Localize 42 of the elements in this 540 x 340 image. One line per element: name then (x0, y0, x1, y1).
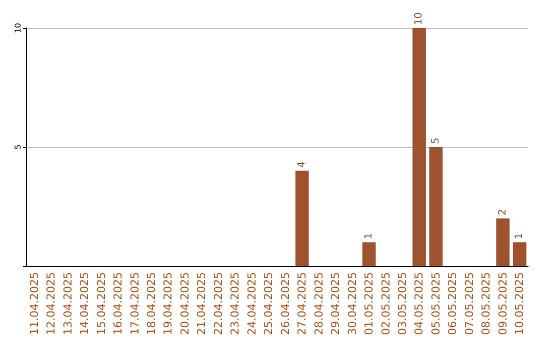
x-tick-label: 22.04.2025 (212, 272, 225, 336)
x-tick-label: 21.04.2025 (195, 272, 208, 336)
data-label: 1 (364, 232, 375, 240)
x-tick-label: 30.04.2025 (346, 272, 359, 336)
x-tick-label: 13.04.2025 (61, 272, 74, 336)
bar (496, 218, 510, 266)
x-tick-label: 04.05.2025 (412, 272, 426, 336)
x-tick-label: 19.04.2025 (162, 272, 175, 336)
x-tick-label: 25.04.2025 (262, 272, 276, 336)
data-label: 10 (414, 12, 425, 25)
x-tick-label: 17.04.2025 (128, 272, 142, 336)
x-tick-label: 16.04.2025 (112, 272, 125, 336)
x-tick-label: 12.04.2025 (44, 272, 58, 336)
x-tick-label: 15.04.2025 (94, 272, 108, 336)
bar (412, 28, 426, 266)
x-tick-label: 14.04.2025 (78, 272, 92, 336)
data-label: 1 (514, 232, 526, 240)
x-tick-label: 26.04.2025 (278, 272, 292, 336)
data-label: 5 (430, 138, 442, 144)
x-tick-label: 10.05.2025 (513, 272, 526, 336)
x-tick-label: 18.04.2025 (145, 272, 158, 336)
x-tick-label: 09.05.2025 (496, 272, 510, 336)
bar (429, 147, 443, 266)
x-tick-label: 06.05.2025 (446, 272, 460, 336)
bar (512, 242, 526, 266)
bar (362, 242, 376, 266)
x-tick-label: 24.04.2025 (245, 272, 258, 336)
bar (295, 170, 309, 266)
x-tick-label: 05.05.2025 (429, 272, 442, 336)
x-tick-label: 28.04.2025 (312, 272, 326, 336)
data-label: 2 (497, 209, 508, 216)
x-tick-label: 07.05.2025 (462, 272, 476, 336)
x-tick-label: 23.04.2025 (228, 272, 242, 336)
x-tick-label: 03.05.2025 (396, 272, 409, 336)
x-tick-label: 02.05.2025 (379, 272, 392, 336)
x-tick-label: 01.05.2025 (362, 272, 376, 336)
x-tick-label: 08.05.2025 (480, 272, 493, 336)
x-tick-label: 27.04.2025 (296, 272, 309, 336)
x-tick-label: 29.04.2025 (329, 272, 342, 336)
x-tick-label: 11.04.2025 (28, 272, 41, 336)
data-label: 4 (296, 161, 308, 168)
x-tick-label: 20.04.2025 (178, 272, 192, 336)
